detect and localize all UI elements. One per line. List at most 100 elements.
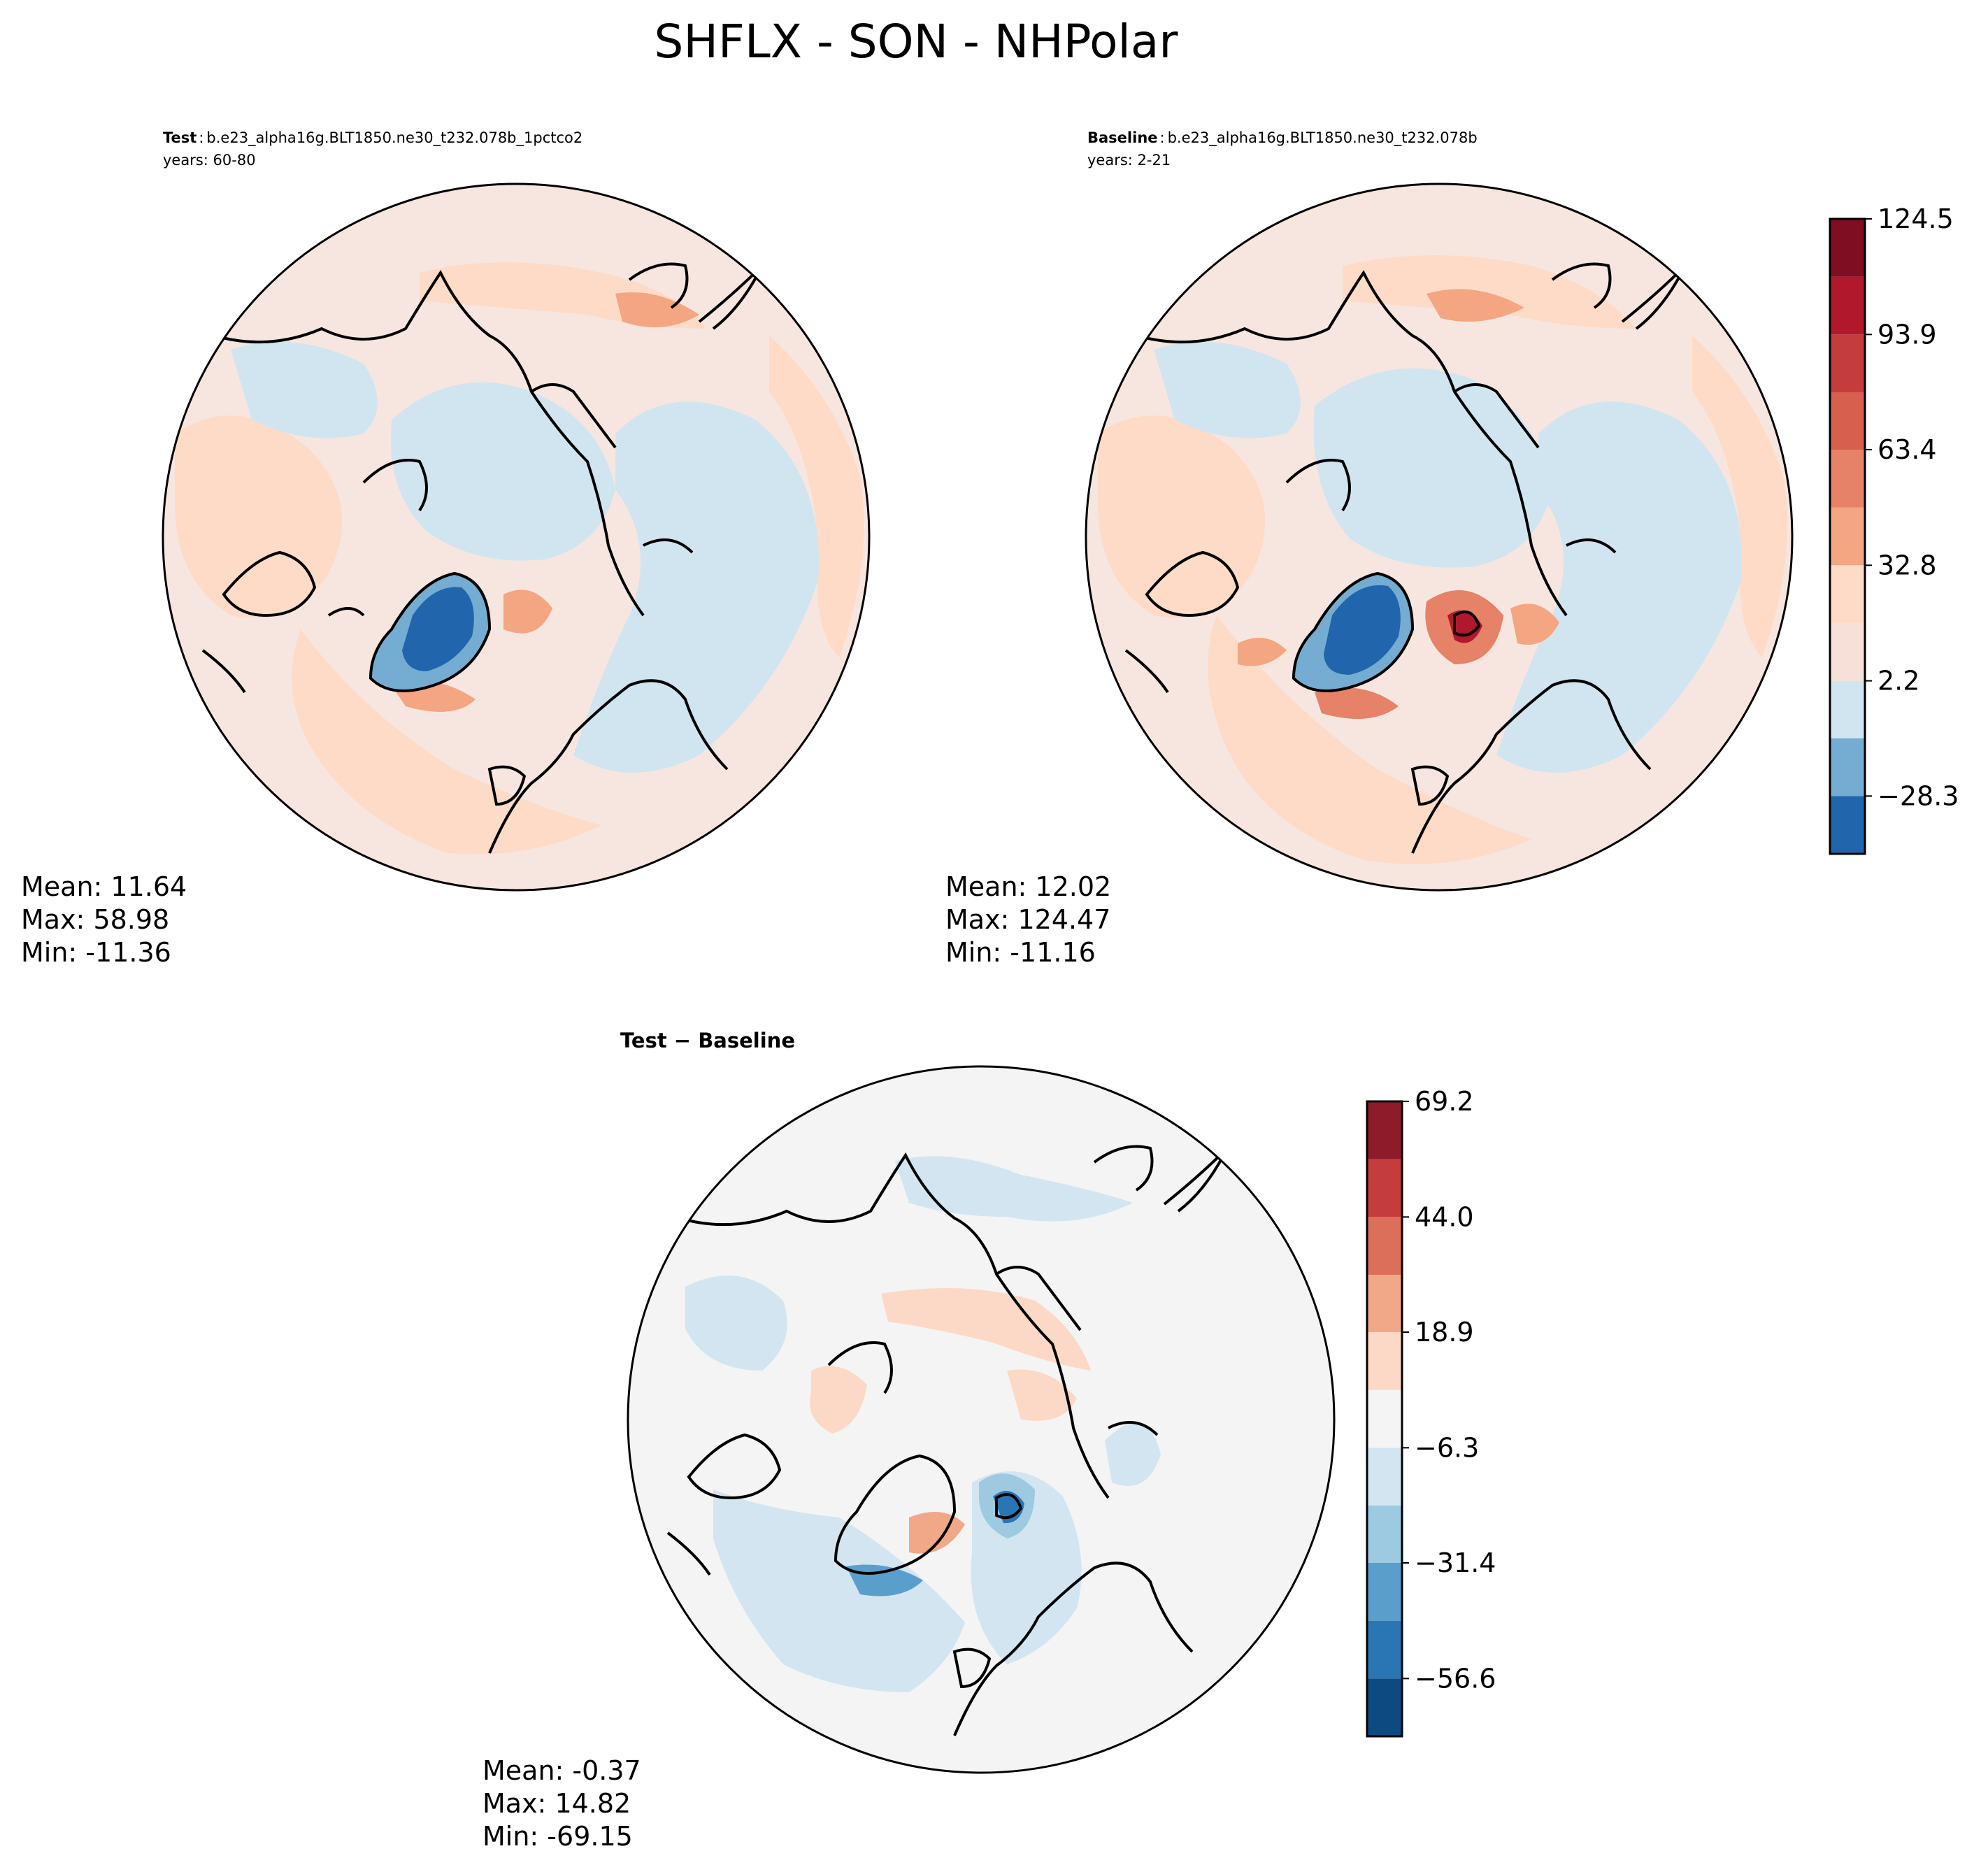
panel-baseline-region-warm-northeast bbox=[1426, 289, 1524, 322]
panel-baseline-mean: Mean: 12.02 bbox=[945, 871, 1111, 902]
panel-baseline-max: Max: 124.47 bbox=[945, 904, 1110, 935]
panel-baseline-region-warm-south bbox=[1208, 615, 1531, 864]
panel-baseline-map-border bbox=[1085, 183, 1794, 892]
colorbar-diff-swatch bbox=[1367, 1678, 1402, 1736]
panel-test-region-cool-siberia bbox=[573, 401, 819, 773]
panel-baseline-header: Baseline: b.e23_alpha16g.BLT1850.ne30_t23… bbox=[1087, 129, 1478, 147]
colorbar-top-tick-label: 93.9 bbox=[1878, 319, 1937, 350]
panel-baseline-label: Baseline bbox=[1087, 129, 1158, 146]
colorbar-top-tick-label: −28.3 bbox=[1878, 780, 1959, 811]
panel-test-header: Test: b.e23_alpha16g.BLT1850.ne30_t232.07… bbox=[163, 129, 582, 147]
figure-title: SHFLX - SON - NHPolar bbox=[655, 15, 1179, 69]
colorbar-diff-swatch bbox=[1367, 1274, 1402, 1333]
colorbar-top-swatch bbox=[1830, 507, 1865, 566]
panel-test-mean: Mean: 11.64 bbox=[21, 871, 187, 902]
colorbar-top-swatch bbox=[1830, 738, 1865, 796]
panel-test-region-warm-east bbox=[769, 336, 864, 657]
colorbar-top-tick-label: 32.8 bbox=[1878, 550, 1937, 580]
colorbar-top-swatch bbox=[1830, 334, 1865, 392]
colorbar-top-ticks: −28.3 2.2 32.8 63.4 93.9 124.5 bbox=[1865, 203, 1959, 811]
panel-diff-coastlines bbox=[666, 1145, 1229, 1736]
panel-test-region-cool-canada bbox=[231, 341, 378, 438]
colorbar-diff-tick-label: 69.2 bbox=[1415, 1086, 1474, 1117]
panel-baseline-map bbox=[1086, 184, 1792, 890]
panel-test-region-warm-left bbox=[175, 415, 343, 618]
colorbar-diff-tick-label: −6.3 bbox=[1415, 1432, 1479, 1463]
colorbar-top-swatch bbox=[1830, 392, 1865, 450]
panel-test-map-border bbox=[162, 183, 871, 892]
colorbar-diff-swatch bbox=[1367, 1101, 1402, 1159]
panel-baseline-years: years: 2-21 bbox=[1087, 152, 1171, 169]
panel-baseline-region-warm-left bbox=[1098, 415, 1266, 618]
panel-baseline-region-cool-arctic bbox=[1313, 368, 1552, 568]
panel-test-region-warm-south bbox=[292, 629, 601, 855]
panel-test-map bbox=[163, 184, 869, 890]
panel-baseline-coastlines bbox=[1124, 262, 1687, 854]
panel-diff-region-warm-archipelago bbox=[810, 1366, 867, 1434]
panel-test-region-warm-northeast bbox=[615, 292, 699, 327]
panel-baseline-label-sep: : bbox=[1160, 129, 1165, 146]
colorbar-top-swatches bbox=[1830, 219, 1865, 854]
panel-test-years: years: 60-80 bbox=[163, 152, 256, 169]
colorbar-diff-tick-label: 18.9 bbox=[1415, 1317, 1474, 1348]
panel-diff-title: Test − Baseline bbox=[620, 1029, 795, 1052]
panel-test-label: Test bbox=[163, 129, 196, 146]
colorbar-diff-frame bbox=[1366, 1100, 1403, 1738]
panel-baseline-region-greenland-inner bbox=[1324, 585, 1401, 675]
colorbar-top-swatch bbox=[1830, 565, 1865, 623]
colorbar-diff-ticks: −56.6 −31.4 −6.3 18.9 44.0 69.2 bbox=[1402, 1086, 1496, 1694]
panel-baseline-case-name: b.e23_alpha16g.BLT1850.ne30_t232.078b bbox=[1168, 129, 1478, 147]
colorbar-top-swatch bbox=[1830, 680, 1865, 738]
colorbar-diff-swatch bbox=[1367, 1332, 1402, 1390]
panel-test: Test: b.e23_alpha16g.BLT1850.ne30_t232.07… bbox=[21, 129, 871, 968]
colorbar-top-frame bbox=[1829, 217, 1866, 855]
panel-baseline-region-warm-kara bbox=[1510, 603, 1559, 645]
colorbar-diff-swatch bbox=[1367, 1620, 1402, 1679]
panel-diff-region-cool-north bbox=[895, 1156, 1133, 1222]
colorbar-diff-swatch bbox=[1367, 1217, 1402, 1275]
panel-diff-min: Min: -69.15 bbox=[482, 1821, 633, 1852]
panel-baseline-region-warm-baffin bbox=[1238, 638, 1287, 666]
colorbar-top-tick-label: 124.5 bbox=[1878, 203, 1954, 234]
panel-diff-region-cool-atlantic bbox=[713, 1489, 965, 1692]
panel-test-label-sep: : bbox=[199, 129, 203, 146]
colorbar-top-swatch bbox=[1830, 796, 1865, 854]
colorbar-top-swatch bbox=[1830, 219, 1865, 277]
panel-baseline-region-warm-labrador bbox=[1315, 687, 1399, 719]
panel-diff-region-cool-east bbox=[1105, 1422, 1161, 1486]
panel-test-max: Max: 58.98 bbox=[21, 904, 169, 935]
panel-diff-max: Max: 14.82 bbox=[482, 1788, 631, 1819]
panel-test-region-greenland-inner bbox=[402, 587, 474, 671]
panel-baseline-region-cool-siberia bbox=[1496, 401, 1742, 773]
colorbar-diff-swatch bbox=[1367, 1389, 1402, 1448]
panel-diff-region-warm-svalbard bbox=[1007, 1369, 1077, 1421]
colorbar-top-swatch bbox=[1830, 450, 1865, 508]
panel-diff: Test − Baseline bbox=[482, 1029, 1336, 1852]
colorbar-diff: −56.6 −31.4 −6.3 18.9 44.0 69.2 bbox=[1366, 1086, 1496, 1738]
colorbar-diff-swatch bbox=[1367, 1448, 1402, 1506]
colorbar-diff-tick-label: 44.0 bbox=[1415, 1201, 1474, 1232]
panel-test-region-warm-greenland-sea bbox=[503, 589, 552, 634]
panel-diff-region-cool-canada bbox=[685, 1276, 787, 1371]
panel-diff-region-warm-central bbox=[881, 1288, 1091, 1371]
panel-test-min: Min: -11.36 bbox=[21, 937, 171, 968]
colorbar-diff-tick-label: −31.4 bbox=[1415, 1548, 1496, 1578]
colorbar-top-tick-label: 63.4 bbox=[1878, 434, 1937, 465]
colorbar-diff-swatch bbox=[1367, 1159, 1402, 1217]
colorbar-top-swatch bbox=[1830, 276, 1865, 335]
colorbar-top-tick-label: 2.2 bbox=[1878, 666, 1919, 696]
panel-test-region-cool-arctic bbox=[390, 382, 615, 561]
colorbar-diff-swatch bbox=[1367, 1505, 1402, 1564]
colorbar-diff-swatches bbox=[1367, 1101, 1402, 1736]
colorbar-top-swatch bbox=[1830, 622, 1865, 681]
panel-diff-map bbox=[628, 1066, 1334, 1773]
panel-baseline-region-cool-canada bbox=[1154, 341, 1301, 438]
colorbar-top: −28.3 2.2 32.8 63.4 93.9 124.5 bbox=[1829, 203, 1959, 855]
panel-baseline-min: Min: -11.16 bbox=[945, 937, 1096, 968]
panel-diff-map-border bbox=[627, 1065, 1336, 1774]
colorbar-diff-tick-label: −56.6 bbox=[1415, 1663, 1496, 1694]
colorbar-diff-swatch bbox=[1367, 1563, 1402, 1621]
panel-baseline-region-warm-east bbox=[1692, 336, 1787, 657]
panel-baseline-region-warm-north bbox=[1343, 255, 1636, 329]
